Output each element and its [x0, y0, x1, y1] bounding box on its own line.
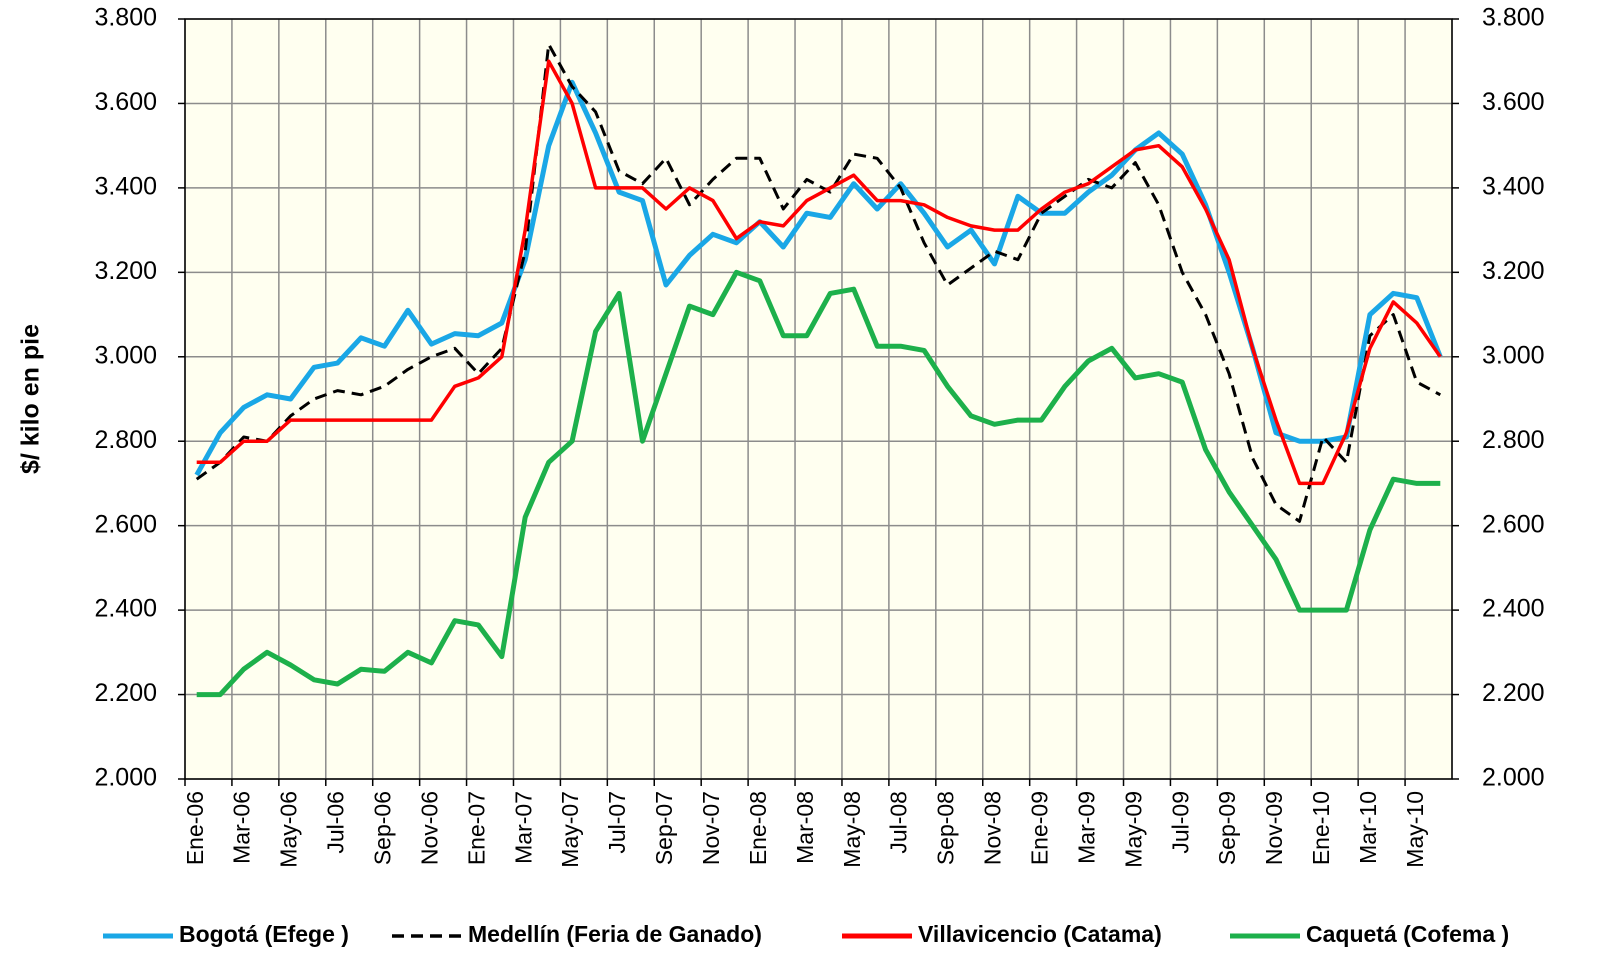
y-tick-label: 3.400 [94, 172, 157, 200]
plot-area [185, 19, 1452, 779]
x-tick-label: Ene-08 [745, 791, 771, 865]
x-tick-label: Ene-06 [182, 791, 208, 865]
x-tick-label: Jul-08 [886, 791, 912, 854]
legend-label: Medellín (Feria de Ganado) [468, 921, 762, 947]
y2-tick-label: 3.800 [1482, 4, 1545, 32]
x-tick-label: Ene-10 [1308, 791, 1334, 865]
x-tick-label: Mar-06 [229, 791, 255, 864]
x-tick-label: Nov-08 [980, 791, 1006, 865]
x-tick-label: May-09 [1120, 791, 1146, 868]
y2-tick-label: 3.000 [1482, 341, 1545, 369]
x-tick-label: Sep-08 [933, 791, 959, 865]
legend-label: Bogotá (Efege ) [179, 921, 349, 947]
x-tick-label: May-08 [839, 791, 865, 868]
x-tick-label: Mar-09 [1073, 791, 1099, 864]
x-tick-label: Nov-06 [416, 791, 442, 865]
x-tick-label: Nov-07 [698, 791, 724, 865]
y-axis-label: $/ kilo en pie [17, 324, 45, 474]
y-tick-label: 3.000 [94, 341, 157, 369]
legend-label: Caquetá (Cofema ) [1306, 921, 1509, 947]
x-tick-label: Jul-09 [1167, 791, 1193, 854]
x-tick-label: Sep-06 [370, 791, 396, 865]
x-tick-label: May-10 [1402, 791, 1428, 868]
x-tick-label: Mar-08 [792, 791, 818, 864]
y-tick-label: 3.800 [94, 4, 157, 32]
x-tick-label: Ene-07 [463, 791, 489, 865]
y2-tick-label: 2.200 [1482, 679, 1545, 707]
legend-label: Villavicencio (Catama) [918, 921, 1162, 947]
x-tick-label: Mar-07 [510, 791, 536, 864]
plot-border [184, 18, 1453, 780]
x-tick-label: May-06 [276, 791, 302, 868]
y2-tick-label: 2.600 [1482, 510, 1545, 538]
y-tick-label: 2.800 [94, 426, 157, 454]
x-tick-label: Sep-09 [1214, 791, 1240, 865]
x-tick-label: May-07 [557, 791, 583, 868]
y2-tick-label: 3.600 [1482, 88, 1545, 116]
x-tick-label: Jul-07 [604, 791, 630, 854]
x-tick-label: Ene-09 [1026, 791, 1052, 865]
y2-tick-label: 2.000 [1482, 764, 1545, 792]
y-tick-label: 2.600 [94, 510, 157, 538]
x-tick-label: Jul-06 [323, 791, 349, 854]
x-tick-label: Nov-09 [1261, 791, 1287, 865]
y-tick-label: 2.000 [94, 764, 157, 792]
y-tick-label: 3.200 [94, 257, 157, 285]
y2-tick-label: 2.800 [1482, 426, 1545, 454]
series-line [196, 59, 1442, 486]
y2-tick-label: 3.400 [1482, 172, 1545, 200]
series-line [196, 269, 1441, 698]
x-tick-label: Sep-07 [651, 791, 677, 865]
y-tick-label: 2.200 [94, 679, 157, 707]
x-tick-label: Mar-10 [1355, 791, 1381, 864]
y2-tick-label: 3.200 [1482, 257, 1545, 285]
series-line [194, 79, 1443, 477]
y-tick-label: 2.400 [94, 595, 157, 623]
y2-tick-label: 2.400 [1482, 595, 1545, 623]
y-tick-label: 3.600 [94, 88, 157, 116]
series-line [195, 42, 1442, 523]
